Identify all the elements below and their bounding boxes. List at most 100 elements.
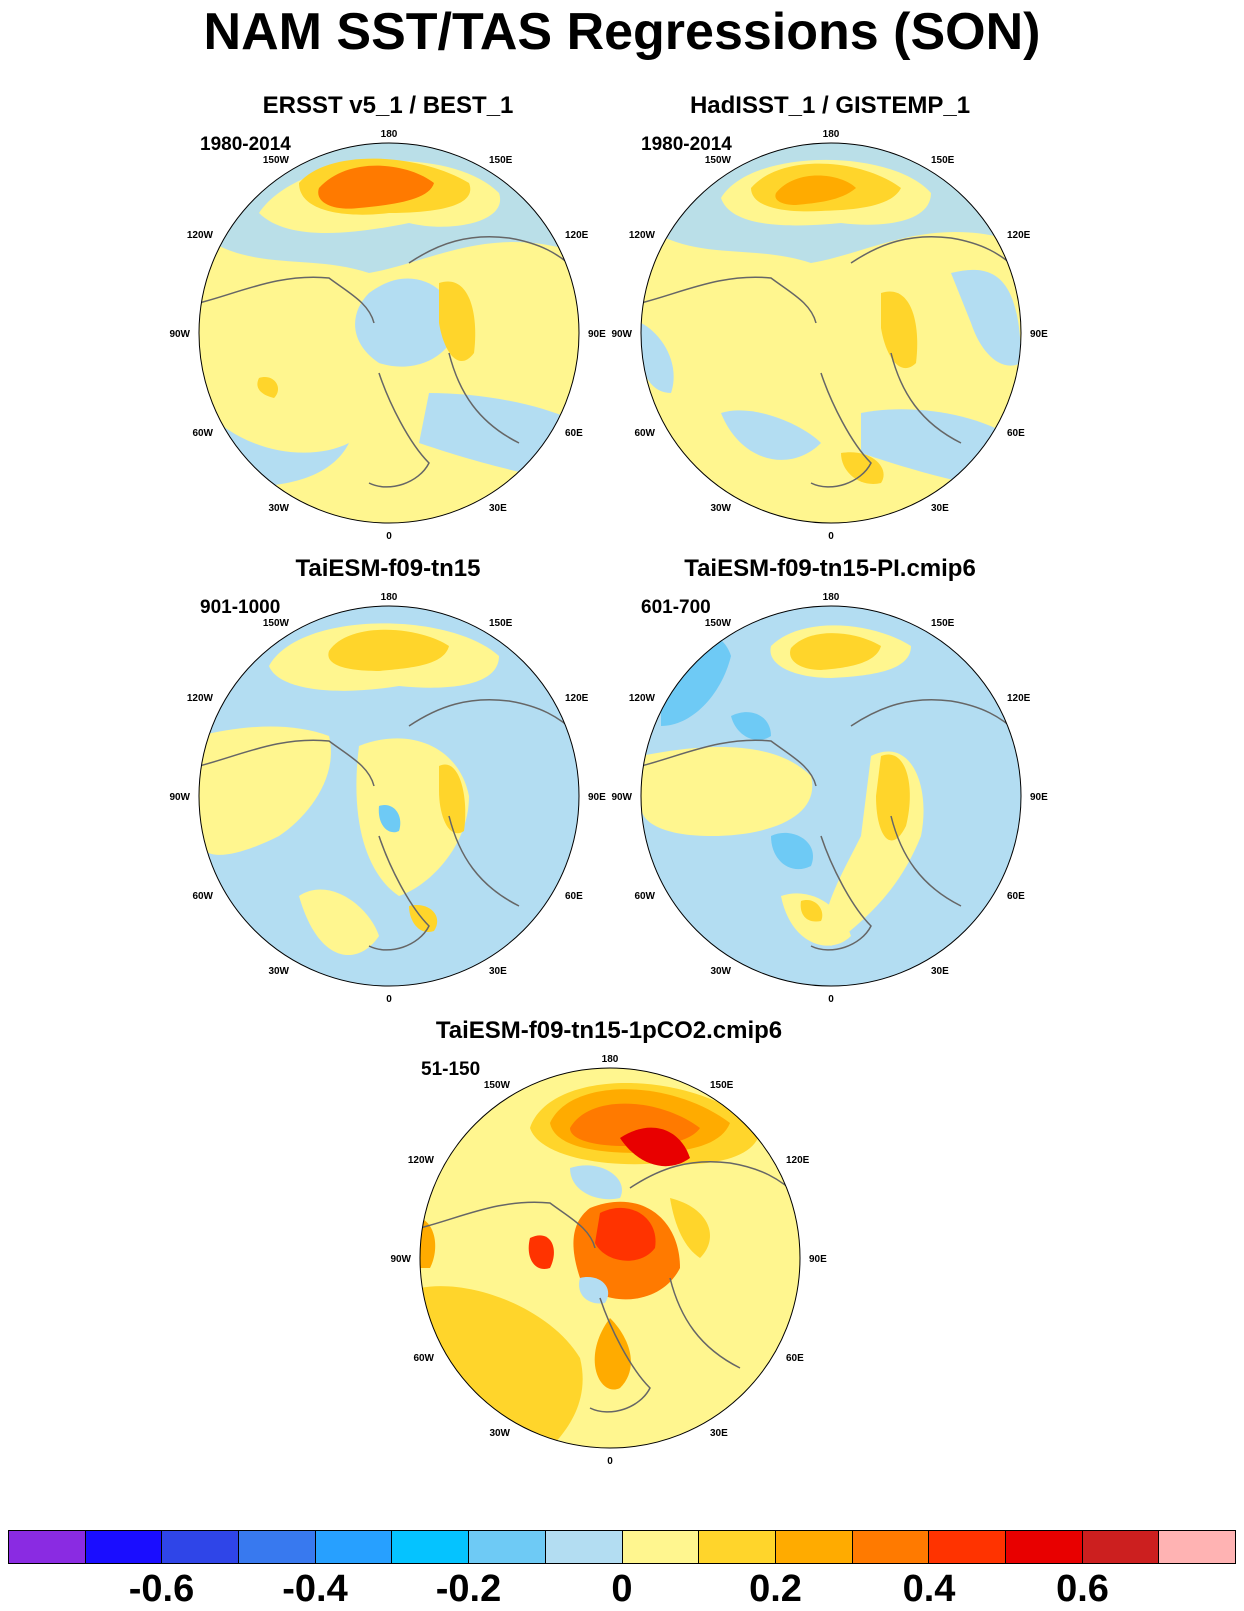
svg-text:90E: 90E — [588, 792, 606, 803]
longitude-labels: 180 150E 120E 90E 60E 30E 0 30W 60W 90W … — [611, 592, 1048, 1005]
colorbar-tick-label: -0.6 — [128, 1568, 195, 1610]
map-background — [641, 606, 1021, 986]
longitude-labels: 180 150E 120E 90E 60E 30E 0 30W 60W 90W … — [169, 129, 606, 542]
svg-text:180: 180 — [381, 129, 398, 140]
svg-text:180: 180 — [602, 1054, 619, 1065]
regression-region — [570, 1165, 622, 1200]
colorbar-swatch — [929, 1531, 1006, 1563]
colorbar-tick-label: 0.6 — [1056, 1568, 1109, 1610]
svg-text:150W: 150W — [263, 618, 290, 629]
panel-title-5: TaiESM-f09-tn15-1pCO2.cmip6 — [435, 1017, 783, 1044]
panel-period-3: 901-1000 — [200, 597, 281, 618]
svg-text:120E: 120E — [565, 693, 589, 704]
polar-map-5: 180 150E 120E 90E 60E 30E 0 30W 60W 90W … — [390, 1054, 827, 1467]
svg-text:150W: 150W — [484, 1080, 511, 1091]
coastlines — [199, 235, 579, 488]
regression-region — [579, 1277, 609, 1304]
regression-region — [721, 410, 821, 460]
svg-text:60E: 60E — [1007, 891, 1025, 902]
svg-text:0: 0 — [386, 531, 392, 542]
colorbar — [8, 1530, 1236, 1564]
svg-text:120W: 120W — [408, 1155, 435, 1166]
colorbar-swatch — [699, 1531, 776, 1563]
longitude-labels: 180 150E 120E 90E 60E 30E 0 30W 60W 90W … — [390, 1054, 827, 1467]
map-boundary — [419, 1067, 801, 1449]
colorbar-swatch — [1005, 1531, 1083, 1563]
svg-text:60W: 60W — [192, 891, 213, 902]
colorbar-swatch — [162, 1531, 240, 1563]
regression-region — [439, 281, 476, 362]
coastlines — [420, 1160, 800, 1413]
svg-text:150W: 150W — [705, 155, 732, 166]
svg-text:0: 0 — [607, 1456, 613, 1467]
regression-region — [378, 805, 401, 833]
svg-text:30E: 30E — [489, 503, 507, 514]
svg-text:180: 180 — [823, 592, 840, 603]
svg-text:90W: 90W — [169, 792, 190, 803]
svg-text:150E: 150E — [710, 1080, 734, 1091]
svg-text:150E: 150E — [931, 618, 955, 629]
panel-period-5: 51-150 — [421, 1059, 481, 1080]
coastlines — [641, 698, 1021, 951]
svg-text:30E: 30E — [710, 1428, 728, 1439]
regression-region — [620, 1127, 690, 1167]
svg-text:90W: 90W — [390, 1254, 411, 1265]
svg-text:30E: 30E — [489, 966, 507, 977]
svg-text:120W: 120W — [629, 230, 656, 241]
regression-region — [199, 726, 331, 855]
regression-region — [670, 1198, 710, 1258]
svg-text:0: 0 — [828, 994, 834, 1005]
regression-region — [257, 377, 279, 398]
svg-text:30E: 30E — [931, 966, 949, 977]
svg-text:30E: 30E — [931, 503, 949, 514]
panel-period-1: 1980-2014 — [200, 134, 291, 155]
panel-period-2: 1980-2014 — [641, 134, 732, 155]
panel-title-1: ERSST v5_1 / BEST_1 — [262, 92, 514, 119]
colorbar-tick-label: 0 — [611, 1568, 633, 1610]
svg-text:150W: 150W — [263, 155, 290, 166]
figure-title: NAM SST/TAS Regressions (SON) — [203, 3, 1041, 61]
regression-region — [951, 269, 1021, 366]
regression-region — [420, 1218, 436, 1268]
polar-map-1: 180 150E 120E 90E 60E 30E 0 30W 60W 90W … — [169, 129, 606, 542]
svg-text:90E: 90E — [809, 1254, 827, 1265]
regression-region — [528, 1235, 554, 1269]
svg-text:120E: 120E — [1007, 230, 1031, 241]
svg-text:180: 180 — [381, 592, 398, 603]
colorbar-swatch — [622, 1531, 700, 1563]
colorbar-swatch — [1159, 1531, 1235, 1563]
svg-text:90W: 90W — [611, 792, 632, 803]
svg-text:120E: 120E — [786, 1155, 810, 1166]
svg-text:120W: 120W — [187, 230, 214, 241]
svg-text:90W: 90W — [611, 329, 632, 340]
svg-text:30W: 30W — [489, 1428, 510, 1439]
colorbar-tick-label: 0.4 — [902, 1568, 956, 1610]
svg-text:30W: 30W — [268, 966, 289, 977]
svg-text:60W: 60W — [634, 891, 655, 902]
svg-text:90W: 90W — [169, 329, 190, 340]
svg-text:120E: 120E — [565, 230, 589, 241]
svg-text:120E: 120E — [1007, 693, 1031, 704]
regression-region — [790, 633, 881, 670]
colorbar-swatch — [852, 1531, 930, 1563]
polar-map-3: 180 150E 120E 90E 60E 30E 0 30W 60W 90W … — [169, 592, 606, 1005]
svg-text:150W: 150W — [705, 618, 732, 629]
colorbar-swatch — [239, 1531, 316, 1563]
regression-region — [775, 175, 856, 205]
regression-region — [318, 165, 434, 209]
colorbar-swatch — [775, 1531, 853, 1563]
regression-region — [439, 764, 466, 834]
panel-title-2: HadISST_1 / GISTEMP_1 — [689, 92, 971, 119]
map-boundary — [198, 605, 580, 987]
regression-region — [800, 900, 823, 922]
svg-text:30W: 30W — [268, 503, 289, 514]
svg-text:30W: 30W — [710, 503, 731, 514]
svg-text:60W: 60W — [634, 428, 655, 439]
panel-period-4: 601-700 — [641, 597, 711, 618]
longitude-labels: 180 150E 120E 90E 60E 30E 0 30W 60W 90W … — [611, 129, 1048, 542]
svg-text:60W: 60W — [192, 428, 213, 439]
map-boundary — [640, 605, 1022, 987]
colorbar-tick-label: -0.4 — [282, 1568, 348, 1610]
svg-text:0: 0 — [386, 994, 392, 1005]
polar-map-2: 180 150E 120E 90E 60E 30E 0 30W 60W 90W … — [611, 129, 1048, 542]
